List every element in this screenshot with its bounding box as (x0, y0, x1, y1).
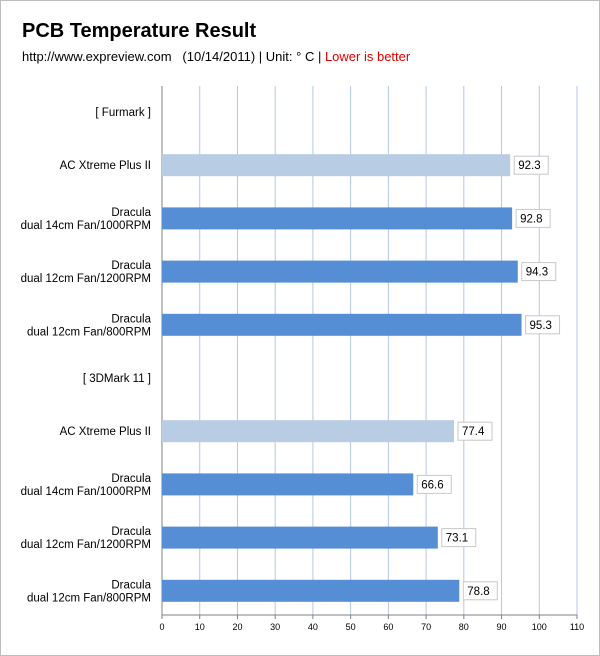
x-tick-label: 10 (195, 622, 205, 632)
category-label: Dracula (111, 207, 151, 219)
x-tick-label: 30 (270, 622, 280, 632)
x-tick-label: 0 (159, 622, 164, 632)
category-label: Dracula (111, 526, 151, 538)
category-label: dual 12cm Fan/800RPM (27, 326, 151, 338)
category-label: dual 14cm Fan/1000RPM (21, 220, 151, 232)
source-url: http://www.expreview.com (22, 49, 172, 64)
category-label: Dracula (111, 579, 151, 591)
bar (162, 526, 438, 549)
category-label: AC Xtreme Plus II (60, 160, 151, 172)
bar (162, 473, 414, 496)
data-label-box (462, 581, 498, 601)
data-label-box (441, 528, 477, 548)
category-label: Dracula (111, 260, 151, 272)
category-label: dual 14cm Fan/1000RPM (21, 486, 151, 498)
date-label: (10/14/2011) (182, 49, 256, 64)
bar (162, 420, 455, 443)
bar (162, 260, 518, 283)
data-label: 92.3 (518, 160, 540, 172)
data-label: 94.3 (526, 267, 548, 279)
unit-label: | Unit: ° C | (258, 49, 322, 64)
data-label: 78.8 (467, 586, 489, 598)
data-label-box (515, 208, 551, 228)
data-label: 73.1 (446, 533, 468, 545)
chart-title: PCB Temperature Result (22, 20, 257, 42)
category-label: dual 12cm Fan/800RPM (27, 592, 151, 604)
x-tick-label: 70 (421, 622, 431, 632)
x-tick-label: 100 (532, 622, 547, 632)
data-label-box (521, 262, 557, 282)
x-tick-label: 40 (308, 622, 318, 632)
group-label: [ Furmark ] (95, 107, 151, 119)
data-label-box (457, 421, 493, 441)
bar (162, 579, 460, 602)
x-tick-label: 20 (232, 622, 242, 632)
data-label-box (513, 155, 549, 175)
data-label: 95.3 (530, 320, 552, 332)
data-label-box (525, 315, 561, 335)
x-tick-label: 110 (570, 622, 584, 632)
data-label: 66.6 (421, 479, 443, 491)
chart-subtitle: http://www.expreview.com (10/14/2011) | … (22, 49, 410, 64)
category-label: AC Xtreme Plus II (60, 426, 151, 438)
data-label: 92.8 (520, 213, 542, 225)
category-label: dual 12cm Fan/1200RPM (21, 273, 151, 285)
data-label-box (416, 474, 452, 494)
x-tick-label: 80 (459, 622, 469, 632)
lower-is-better-note: Lower is better (324, 49, 411, 64)
category-label: dual 12cm Fan/1200RPM (21, 539, 151, 551)
data-label: 77.4 (462, 426, 485, 438)
bar (162, 313, 522, 336)
category-label: Dracula (111, 313, 151, 325)
x-tick-label: 60 (383, 622, 393, 632)
x-tick-label: 50 (346, 622, 356, 632)
group-label: [ 3DMark 11 ] (83, 373, 151, 385)
bar (162, 207, 513, 230)
bar (162, 154, 511, 177)
x-tick-label: 90 (497, 622, 507, 632)
category-label: Dracula (111, 473, 151, 485)
